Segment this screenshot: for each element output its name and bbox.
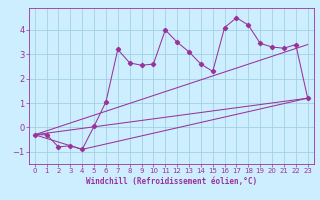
X-axis label: Windchill (Refroidissement éolien,°C): Windchill (Refroidissement éolien,°C) [86, 177, 257, 186]
